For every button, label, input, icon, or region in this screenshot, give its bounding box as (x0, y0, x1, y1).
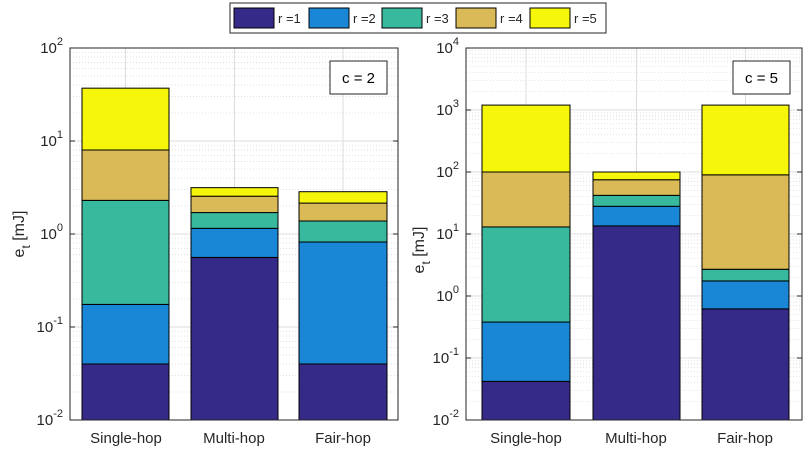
bar-segment-r3 (81, 199, 170, 305)
xticks-c2: Single-hop Multi-hop Fair-hop (90, 430, 371, 447)
bar-segment-r1 (298, 363, 388, 421)
y-tick-label: 102 (40, 36, 63, 57)
legend-label-5: r =5 (574, 11, 597, 26)
annotation-c2: c = 2 (329, 60, 388, 95)
annotation-c5: c = 5 (732, 60, 791, 95)
bar-segment-r5 (190, 187, 279, 197)
x-tick-label: Fair-hop (717, 430, 773, 447)
y-tick-label: 10-2 (433, 408, 459, 429)
bar-segment-r5 (481, 104, 571, 173)
legend-label-4: r =4 (500, 11, 523, 26)
legend-entry-4: r =4 (455, 7, 523, 29)
y-tick-label: 10-1 (433, 346, 459, 367)
bar-segment-r4 (81, 149, 170, 201)
legend-label-1: r =1 (278, 11, 301, 26)
bar-segment-r3 (190, 212, 279, 229)
bar-segment-r5 (81, 87, 170, 151)
legend-entry-3: r =3 (381, 7, 449, 29)
bar-segment-r4 (190, 195, 279, 214)
yticks-c2: 10-2 10-1 100 101 102 (37, 36, 398, 429)
bar-segment-r1 (190, 256, 279, 421)
legend-swatch-2 (308, 7, 350, 29)
y-tick-label: 100 (436, 284, 459, 305)
x-tick-label: Multi-hop (605, 430, 667, 447)
bar-segment-r1 (81, 363, 170, 421)
y-tick-label: 102 (436, 160, 459, 181)
x-tick-label: Multi-hop (203, 430, 265, 447)
bars-c5 (481, 104, 790, 421)
bar-segment-r4 (592, 179, 681, 196)
bar-segment-r2 (81, 303, 170, 365)
y-tick-label: 101 (40, 129, 63, 150)
annotation-text: c = 5 (745, 70, 778, 87)
legend-swatch-1 (233, 7, 275, 29)
bar-segment-r2 (190, 227, 279, 258)
legend-entry-2: r =2 (308, 7, 376, 29)
chart-c5: 10-2 10-1 100 101 102 103 104 Single-hop Multi… (411, 36, 803, 447)
bar-segment-r3 (298, 220, 388, 243)
legend-label-2: r =2 (353, 11, 376, 26)
y-tick-label: 101 (436, 222, 459, 243)
bar-segment-r3 (701, 268, 790, 282)
legend-entry-1: r =1 (233, 7, 301, 29)
bar-segment-r4 (701, 174, 790, 270)
y-tick-label: 10-1 (37, 315, 63, 336)
bar-segment-r5 (298, 191, 388, 204)
xticks-c5: Single-hop Multi-hop Fair-hop (490, 430, 773, 447)
legend: r =1 r =2 r =3 r =4 r =5 (229, 2, 607, 34)
bar-segment-r2 (481, 321, 571, 382)
bar-segment-r1 (481, 380, 571, 421)
yticks-c5: 10-2 10-1 100 101 102 103 104 (433, 36, 802, 429)
annotation-text: c = 2 (342, 70, 375, 87)
legend-swatch-5 (529, 7, 571, 29)
bar-segment-r4 (298, 202, 388, 222)
bar-segment-r5 (592, 171, 681, 181)
bar-segment-r4 (481, 171, 571, 228)
legend-label-3: r =3 (426, 11, 449, 26)
bar-segment-r3 (592, 194, 681, 207)
y-axis-label-c5: et [mJ] (411, 227, 433, 274)
y-tick-label: 103 (436, 98, 459, 119)
bar-segment-r5 (701, 104, 790, 176)
x-tick-label: Single-hop (490, 430, 562, 447)
x-tick-label: Fair-hop (315, 430, 371, 447)
legend-entry-5: r =5 (529, 7, 597, 29)
x-tick-label: Single-hop (90, 430, 162, 447)
annotation-box (732, 60, 791, 95)
y-tick-label: 100 (40, 222, 63, 243)
y-tick-label: 104 (436, 36, 459, 57)
bar-segment-r1 (701, 308, 790, 421)
bar-segment-r2 (298, 241, 388, 365)
y-tick-label: 10-2 (37, 408, 63, 429)
bar-segment-r2 (592, 205, 681, 227)
bar-segment-r3 (481, 226, 571, 323)
legend-swatch-3 (381, 7, 423, 29)
annotation-box (329, 60, 388, 95)
bars-c2 (81, 87, 388, 421)
chart-c2: 10-2 10-1 100 101 102 Single-hop Multi-hop F… (11, 36, 399, 447)
bar-segment-r2 (701, 280, 790, 310)
legend-swatch-4 (455, 7, 497, 29)
y-axis-label-c2: et [mJ] (11, 211, 33, 258)
bar-segment-r1 (592, 225, 681, 421)
